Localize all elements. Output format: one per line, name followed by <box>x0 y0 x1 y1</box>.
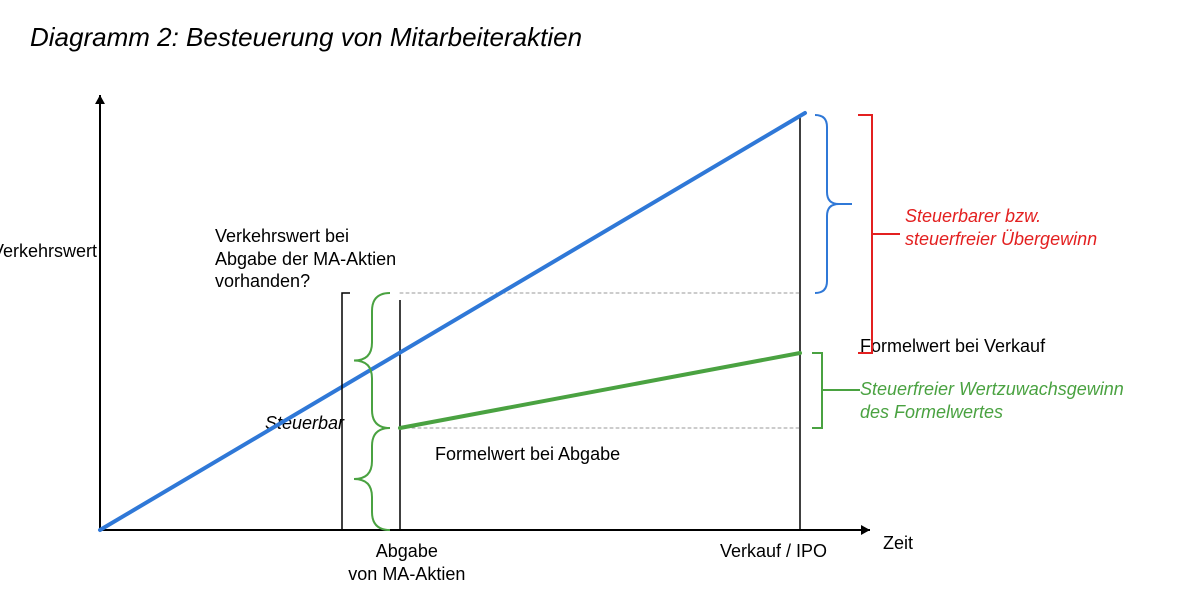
diagram-svg <box>0 0 1200 610</box>
